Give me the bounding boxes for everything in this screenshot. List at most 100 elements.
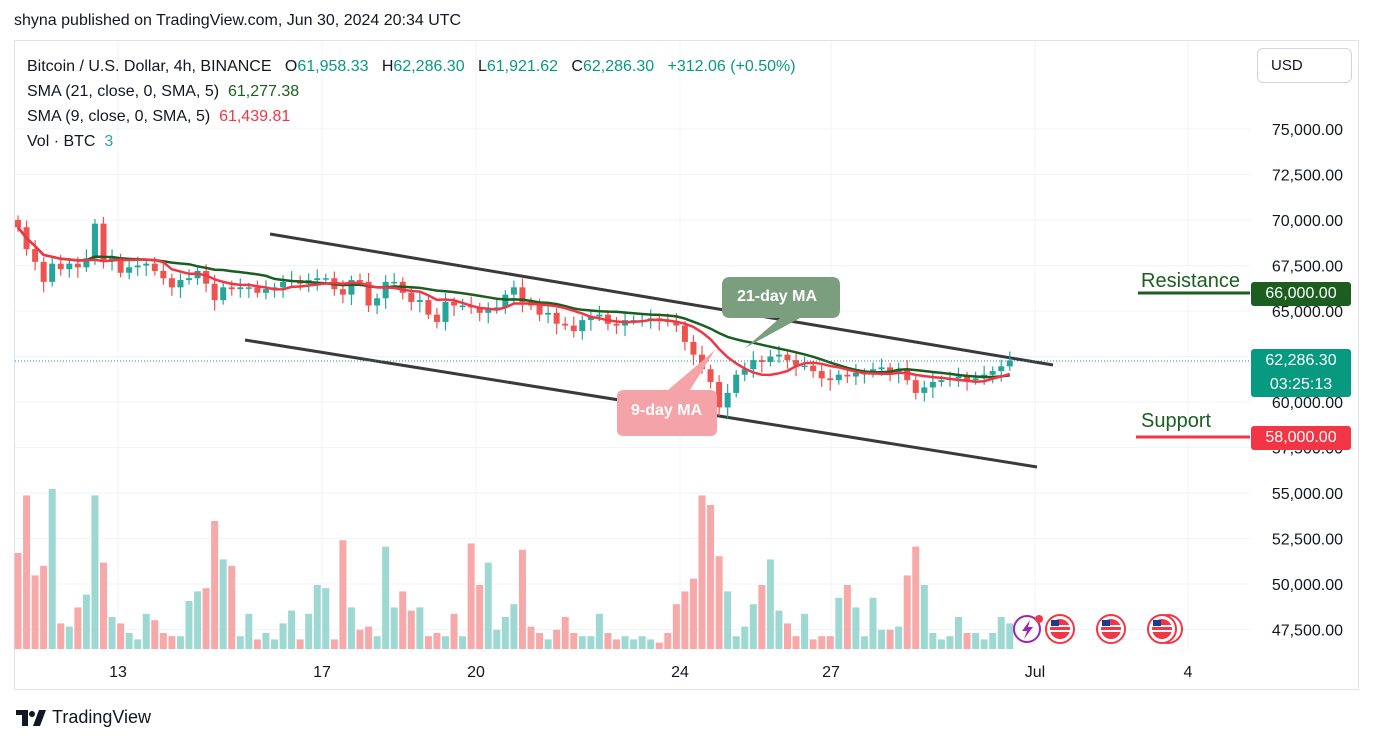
- volume-bar: [399, 591, 407, 649]
- volume-bar: [467, 543, 475, 649]
- volume-bar: [100, 562, 107, 649]
- volume-bar: [741, 626, 749, 649]
- candle-body: [775, 354, 782, 357]
- volume-bar: [168, 636, 176, 649]
- sma9-label[interactable]: SMA (9, close, 0, SMA, 5): [27, 108, 211, 125]
- close-value: 62,286.30: [582, 58, 655, 75]
- price-tick-label: 50,000.00: [1272, 577, 1343, 594]
- ma9-callout-text: 9-day MA: [631, 402, 703, 419]
- candle-body: [459, 305, 466, 308]
- candle-body: [741, 369, 748, 375]
- candle-body: [955, 376, 962, 379]
- volume-bar: [937, 639, 945, 649]
- candle-body: [322, 278, 329, 280]
- publish-line: shyna published on TradingView.com, Jun …: [14, 12, 462, 29]
- candle-body: [887, 367, 894, 373]
- volume-bar: [424, 636, 432, 649]
- candle-body: [545, 312, 552, 315]
- time-tick-label: 17: [313, 664, 331, 681]
- price-tick-label: 65,000.00: [1272, 304, 1343, 321]
- candle-body: [801, 365, 808, 368]
- volume-bar: [980, 639, 988, 649]
- time-tick-label: Jul: [1025, 664, 1045, 681]
- candle-body: [339, 289, 346, 295]
- sma21-label[interactable]: SMA (21, close, 0, SMA, 5): [27, 83, 220, 100]
- candle-body: [211, 283, 218, 301]
- candle-body: [245, 287, 252, 289]
- channel-upper-line: [269, 232, 1054, 367]
- volume-bar: [40, 565, 48, 649]
- candle-body: [570, 325, 577, 332]
- candle-body: [587, 316, 594, 321]
- candle-body: [852, 372, 859, 377]
- last-price-value: 62,286.30: [1265, 352, 1337, 369]
- time-tick-label: 20: [467, 664, 485, 681]
- volume-bar: [604, 633, 612, 649]
- volume-bar: [518, 549, 526, 649]
- volume-bar: [390, 607, 398, 649]
- volume-bar: [929, 633, 937, 649]
- candle-body: [989, 371, 996, 375]
- high-value: 62,286.30: [393, 58, 465, 75]
- candle-body: [365, 281, 372, 306]
- price-tick-label: 67,500.00: [1272, 259, 1343, 276]
- volume-bar: [724, 591, 732, 649]
- volume-bar: [955, 617, 962, 649]
- candle-body: [476, 307, 483, 313]
- volume-bar: [912, 546, 920, 649]
- candle-body: [827, 378, 834, 381]
- volume-bar: [732, 636, 740, 649]
- candle-body: [134, 265, 141, 268]
- candle-body: [758, 360, 765, 362]
- candle-body: [904, 369, 911, 381]
- candle-body: [510, 287, 517, 295]
- candle-body: [433, 314, 440, 322]
- volume-label[interactable]: Vol · BTC: [27, 133, 96, 150]
- candle-body: [964, 376, 971, 381]
- candle-body: [49, 263, 56, 282]
- candle-body: [40, 261, 47, 282]
- candle-body: [262, 289, 269, 293]
- volume-bar: [31, 575, 39, 649]
- currency-button[interactable]: USD: [1257, 48, 1352, 83]
- candle-body: [186, 278, 192, 281]
- volume-bar: [493, 629, 501, 649]
- time-tick-label: 4: [1184, 664, 1193, 681]
- volume-bar: [407, 610, 415, 649]
- price-tick-label: 72,500.00: [1272, 168, 1343, 185]
- volume-bar: [681, 591, 689, 649]
- candle-body: [553, 312, 560, 324]
- volume-bar: [570, 633, 578, 649]
- volume-bar: [997, 617, 1005, 649]
- chart-legend: Bitcoin / U.S. Dollar, 4h, BINANCE O61,9…: [27, 58, 796, 150]
- volume-bar: [510, 604, 518, 649]
- candle-body: [750, 360, 757, 370]
- volume-bar: [886, 629, 894, 649]
- candle-body: [536, 305, 543, 315]
- volume-bar: [433, 633, 441, 649]
- volume-bar: [125, 633, 133, 649]
- price-tick-label: 70,000.00: [1272, 213, 1343, 230]
- candle-body: [74, 263, 81, 268]
- symbol-title[interactable]: Bitcoin / U.S. Dollar, 4h, BINANCE: [27, 58, 272, 75]
- candle-body: [912, 380, 919, 393]
- volume-bar: [356, 629, 364, 649]
- ma9-callout-shape: [617, 350, 717, 436]
- price-tick-label: 47,500.00: [1272, 623, 1343, 640]
- volume-bar: [809, 639, 817, 649]
- volume-bar: [373, 636, 381, 649]
- volume-bar: [561, 617, 569, 649]
- candle-body: [416, 300, 423, 302]
- tradingview-brand[interactable]: TradingView: [16, 707, 151, 728]
- volume-bar: [228, 565, 236, 649]
- candle-body: [143, 263, 150, 266]
- lightning-icon-glyph: [1022, 620, 1033, 639]
- volume-bar: [365, 626, 373, 649]
- volume-bar: [271, 639, 278, 649]
- volume-bar: [305, 613, 313, 649]
- candle-body: [733, 374, 740, 393]
- price-tick-label: 55,000.00: [1272, 486, 1343, 503]
- volume-bar: [989, 633, 997, 649]
- resistance-label: Resistance: [1141, 270, 1240, 292]
